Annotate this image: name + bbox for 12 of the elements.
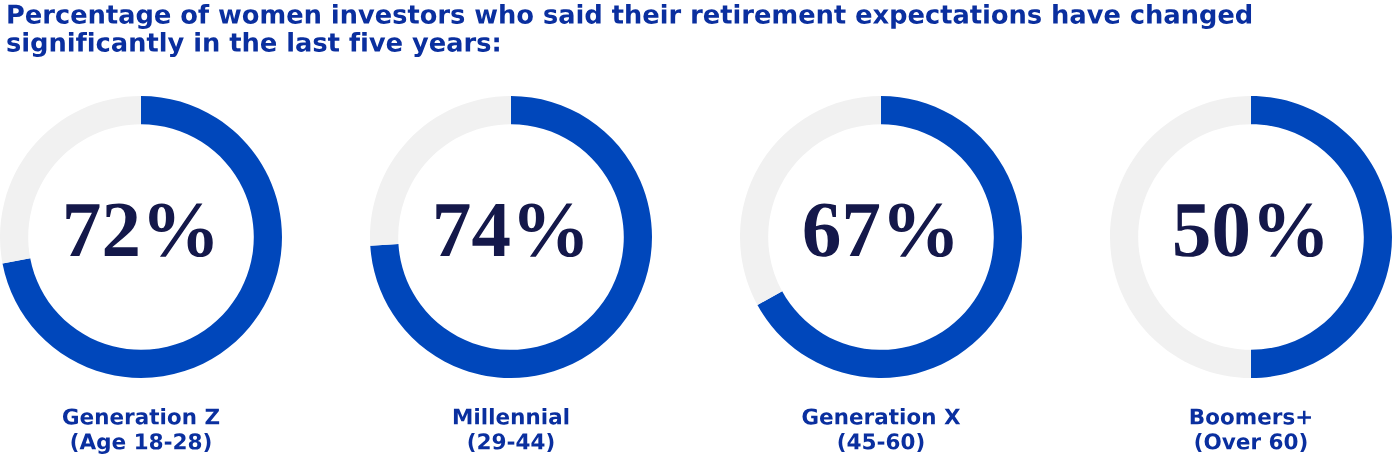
data-label: 50%	[1175, 203, 1323, 258]
data-label: 72%	[66, 203, 213, 258]
text: Percentage of women investors who said their retirement expectations have changed significantly in the last five years:	[7, 4, 1252, 58]
text: Generation Z (Age 18-28)	[62, 408, 220, 454]
data-label: 74%	[436, 203, 583, 258]
text: Millennial (29-44)	[453, 408, 569, 453]
donut-slice	[370, 96, 652, 378]
text: Generation X (45-60)	[802, 408, 961, 453]
data-label: 67%	[804, 203, 953, 258]
text: Boomers+ (Over 60)	[1190, 408, 1311, 453]
donut-slice	[2, 96, 282, 378]
donut-slice	[757, 96, 1022, 378]
